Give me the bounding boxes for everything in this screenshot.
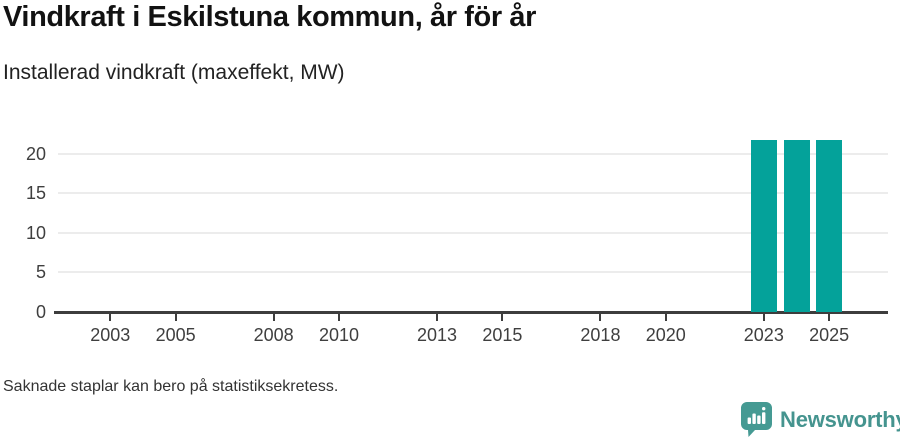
bar-2023 (750, 140, 777, 312)
chart-subtitle: Installerad vindkraft (maxeffekt, MW) (3, 61, 345, 84)
x-axis-label: 2005 (155, 325, 196, 345)
gridline-5 (58, 271, 888, 274)
newsworthy-bubble-barchart-icon (741, 402, 772, 437)
gridline-15 (58, 192, 888, 195)
x-axis-tick (599, 313, 602, 321)
x-axis-tick (762, 313, 765, 321)
x-axis-label: 2013 (417, 325, 458, 345)
x-axis-label: 2008 (253, 325, 294, 345)
gridline-20 (58, 152, 888, 155)
x-axis-label: 2020 (645, 325, 686, 345)
x-axis-tick (272, 313, 275, 321)
x-axis-tick (338, 313, 341, 321)
gridline-10 (58, 231, 888, 234)
bar-2024 (783, 140, 810, 312)
x-axis-tick (828, 313, 831, 321)
y-axis-label: 15 (25, 183, 46, 204)
x-axis-tick (501, 313, 504, 321)
x-axis-label: 2010 (318, 325, 360, 345)
y-axis-label: 5 (35, 262, 46, 283)
brand-logo: Newsworthy (741, 402, 900, 437)
x-axis-tick (109, 313, 112, 321)
logo-bars (747, 407, 766, 424)
x-axis-tick (664, 313, 667, 321)
x-axis-line (54, 311, 888, 314)
x-axis-tick (436, 313, 439, 321)
x-axis-label: 2023 (743, 325, 784, 345)
chart-footnote: Saknade staplar kan bero på statistiksek… (3, 378, 339, 395)
x-axis-tick (174, 313, 177, 321)
y-axis-label: 10 (25, 222, 46, 243)
y-axis-label: 0 (35, 302, 46, 322)
y-axis-label: 20 (25, 143, 46, 164)
x-axis-label: 2015 (482, 325, 523, 345)
x-axis-label: 2025 (809, 325, 850, 345)
brand-wordmark: Newsworthy (780, 406, 900, 432)
x-axis-label: 2018 (580, 325, 621, 345)
bar-2025 (816, 140, 843, 312)
chart-title: Vindkraft i Eskilstuna kommun, år för år (3, 1, 537, 33)
x-axis-label: 2003 (90, 325, 131, 345)
